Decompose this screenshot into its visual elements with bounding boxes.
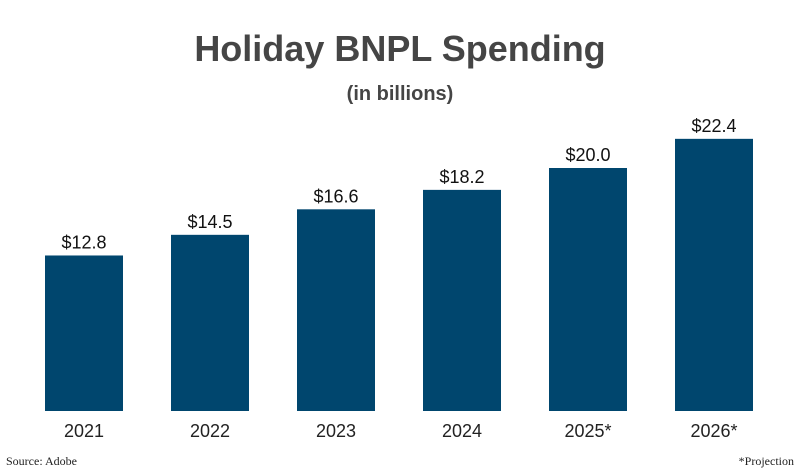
bar-value-label: $22.4 — [691, 116, 736, 136]
x-tick-label: 2026* — [690, 421, 737, 441]
bar-value-label: $12.8 — [61, 232, 106, 252]
x-tick-label: 2025* — [564, 421, 611, 441]
bar-2026-projected — [675, 138, 753, 411]
x-tick-label: 2024 — [442, 421, 482, 441]
bar-2021 — [45, 255, 123, 411]
bar-2025-projected — [549, 168, 627, 411]
x-tick-label: 2021 — [64, 421, 104, 441]
bar-2022 — [171, 234, 249, 411]
source-note: Source: Adobe — [6, 454, 77, 468]
bar-2023 — [297, 209, 375, 411]
projection-note: *Projection — [738, 454, 794, 468]
x-tick-label: 2023 — [316, 421, 356, 441]
bar-value-label: $18.2 — [439, 167, 484, 187]
bar-2024 — [423, 189, 501, 411]
bar-value-label: $20.0 — [565, 145, 610, 165]
bar-value-label: $14.5 — [187, 212, 232, 232]
x-tick-label: 2022 — [190, 421, 230, 441]
chart-title: Holiday BNPL Spending — [194, 28, 606, 69]
chart-subtitle: (in billions) — [346, 83, 454, 105]
bar-value-label: $16.6 — [313, 186, 358, 206]
